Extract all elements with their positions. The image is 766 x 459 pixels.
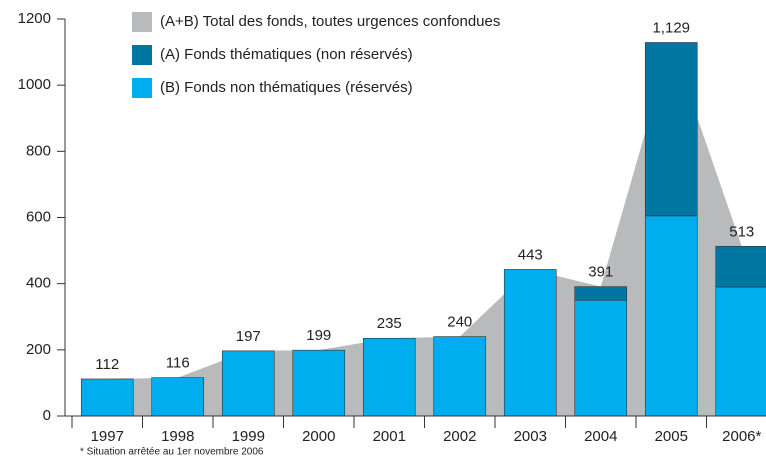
x-tick-label: 2004 bbox=[584, 428, 617, 445]
legend-label: (B) Fonds non thématiques (réservés) bbox=[160, 79, 413, 96]
bar-b bbox=[221, 350, 275, 417]
x-tick-label: 2002 bbox=[443, 428, 476, 445]
total-label: 240 bbox=[447, 314, 472, 331]
bar-b bbox=[715, 286, 766, 417]
x-tick-label: 2006* bbox=[722, 428, 761, 445]
total-label: 112 bbox=[95, 356, 119, 373]
bar-b bbox=[151, 377, 205, 417]
x-tick-label: 2001 bbox=[373, 428, 406, 445]
bar-b bbox=[644, 215, 698, 417]
x-tick-label: 1998 bbox=[161, 428, 194, 445]
total-label: 1,129 bbox=[652, 19, 690, 36]
bar-b bbox=[292, 349, 346, 417]
y-tick-label: 0 bbox=[43, 407, 51, 424]
y-tick-label: 600 bbox=[26, 208, 51, 225]
x-tick-label: 2000 bbox=[302, 428, 335, 445]
y-tick-label: 400 bbox=[26, 275, 51, 292]
bar-a bbox=[715, 245, 766, 288]
total-label: 513 bbox=[729, 223, 754, 240]
bar-a bbox=[644, 42, 698, 217]
legend-swatch bbox=[132, 45, 152, 65]
total-label: 443 bbox=[518, 246, 543, 263]
bar-b bbox=[503, 269, 557, 417]
total-label: 116 bbox=[166, 355, 190, 372]
bar-b bbox=[433, 336, 487, 417]
y-tick-label: 1000 bbox=[18, 76, 51, 93]
y-tick-label: 800 bbox=[26, 142, 51, 159]
total-label: 197 bbox=[236, 328, 261, 345]
legend-swatch bbox=[132, 12, 152, 32]
x-tick-label: 1997 bbox=[91, 428, 124, 445]
footnote: * Situation arrêtée au 1er novembre 2006 bbox=[80, 447, 264, 458]
y-tick-label: 200 bbox=[26, 341, 51, 358]
bar-a bbox=[574, 286, 628, 301]
total-label: 391 bbox=[588, 264, 613, 281]
bar-b bbox=[80, 378, 134, 417]
legend-swatch bbox=[132, 78, 152, 98]
legend-label: (A+B) Total des fonds, toutes urgences c… bbox=[160, 13, 500, 30]
legend-label: (A) Fonds thématiques (non réservés) bbox=[160, 46, 413, 63]
total-label: 199 bbox=[306, 327, 331, 344]
bar-b bbox=[574, 299, 628, 417]
x-tick-label: 2003 bbox=[514, 428, 547, 445]
bar-b bbox=[362, 337, 416, 417]
x-tick-label: 1999 bbox=[232, 428, 265, 445]
y-tick-label: 1200 bbox=[18, 10, 51, 27]
total-label: 235 bbox=[377, 315, 402, 332]
x-tick-label: 2005 bbox=[655, 428, 688, 445]
